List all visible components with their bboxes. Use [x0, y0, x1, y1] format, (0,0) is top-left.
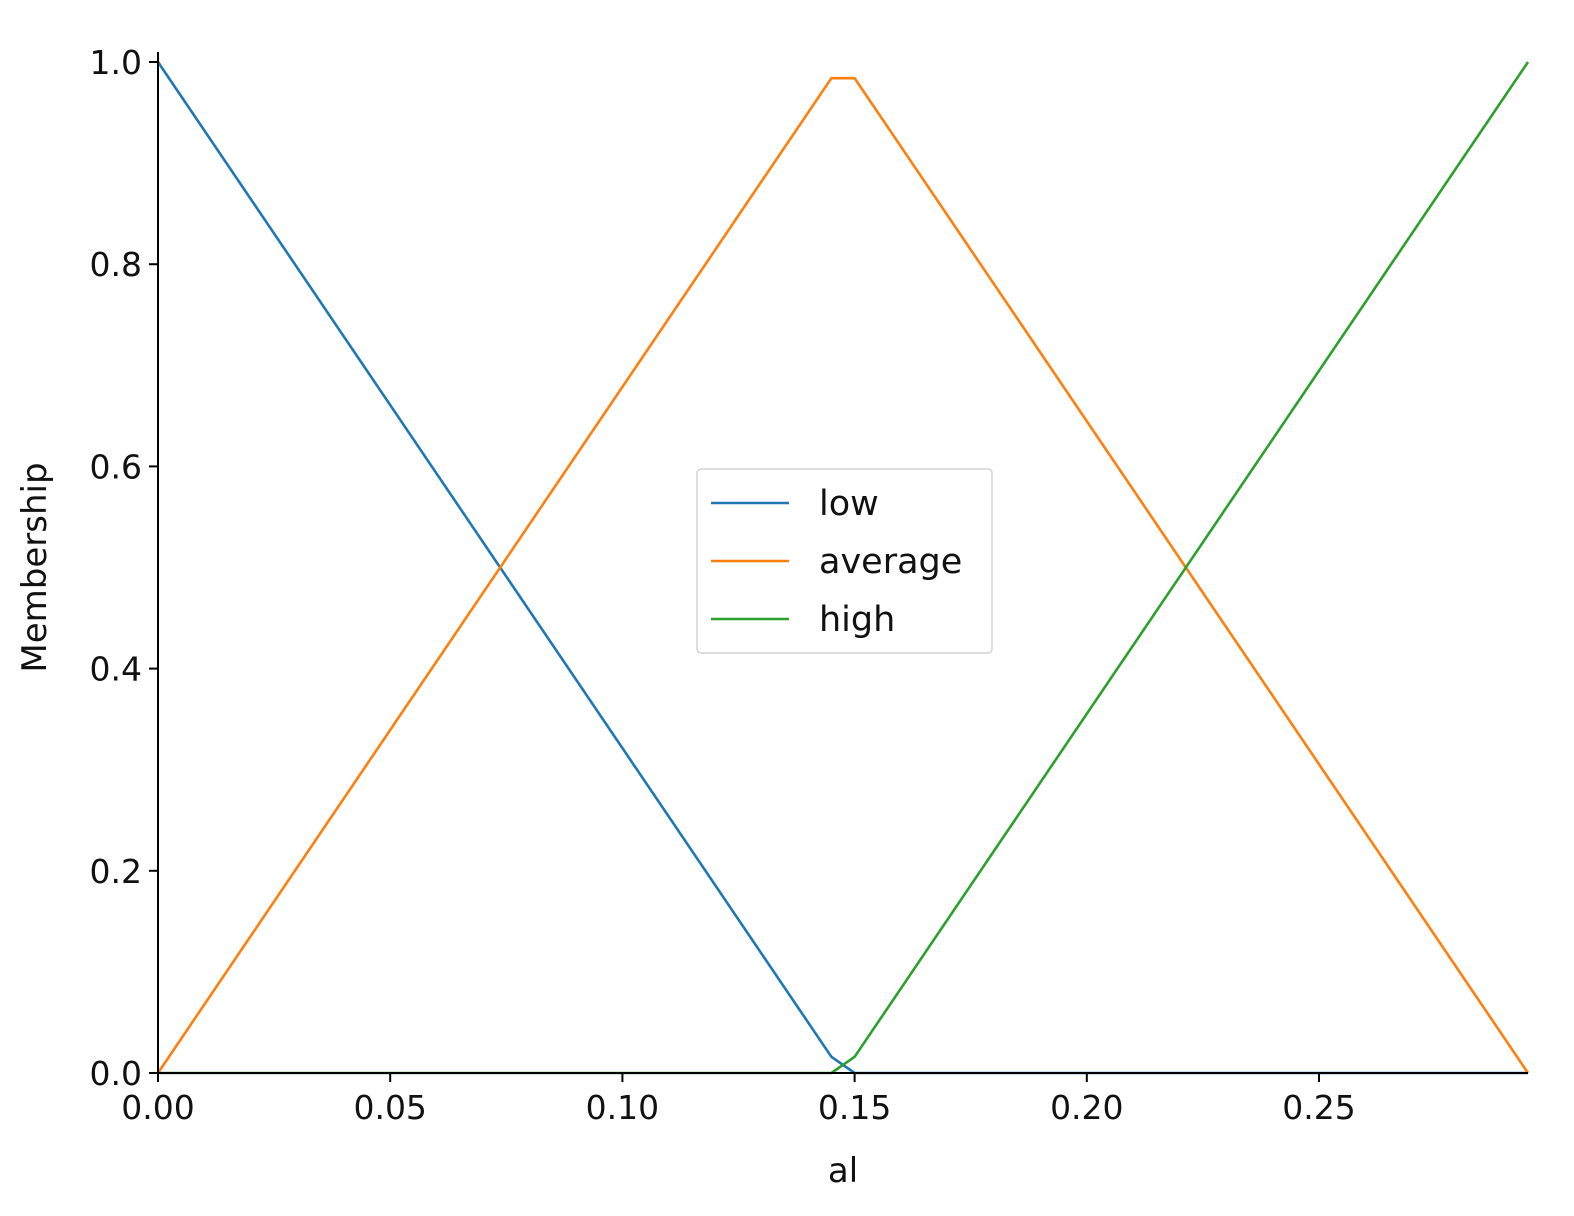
- y-tick-label: 0.2: [90, 852, 142, 891]
- series-line-average: [156, 76, 1530, 1074]
- legend: low average high: [696, 468, 993, 654]
- x-tick-label: 0.05: [353, 1088, 426, 1127]
- legend-label-average: average: [819, 542, 962, 582]
- legend-label-high: high: [819, 600, 895, 640]
- y-tick-label: 0.4: [90, 650, 142, 689]
- x-tick-label: 0.10: [586, 1088, 659, 1127]
- x-axis-label: al: [828, 1151, 858, 1191]
- y-tick-label: 1.0: [90, 43, 142, 82]
- y-tick-label: 0.6: [90, 447, 142, 486]
- y-axis-label: Membership: [15, 462, 55, 672]
- axes: 0.00 0.05 0.10 0.15 0.20 0.25 0.0 0.2 0.4 0.6 0.8…: [90, 43, 1528, 1127]
- x-tick-label: 0.00: [121, 1088, 194, 1127]
- y-tick-label: 0.0: [90, 1054, 142, 1093]
- y-tick-label: 0.8: [90, 245, 142, 284]
- x-axis-ticks: 0.00 0.05 0.10 0.15 0.20 0.25: [121, 1073, 1356, 1127]
- x-tick-label: 0.25: [1282, 1088, 1355, 1127]
- x-tick-label: 0.15: [818, 1088, 891, 1127]
- x-tick-label: 0.20: [1050, 1088, 1123, 1127]
- legend-label-low: low: [819, 484, 879, 524]
- y-axis-ticks: 0.0 0.2 0.4 0.6 0.8 1.0: [90, 43, 158, 1093]
- legend-frame: [696, 468, 993, 654]
